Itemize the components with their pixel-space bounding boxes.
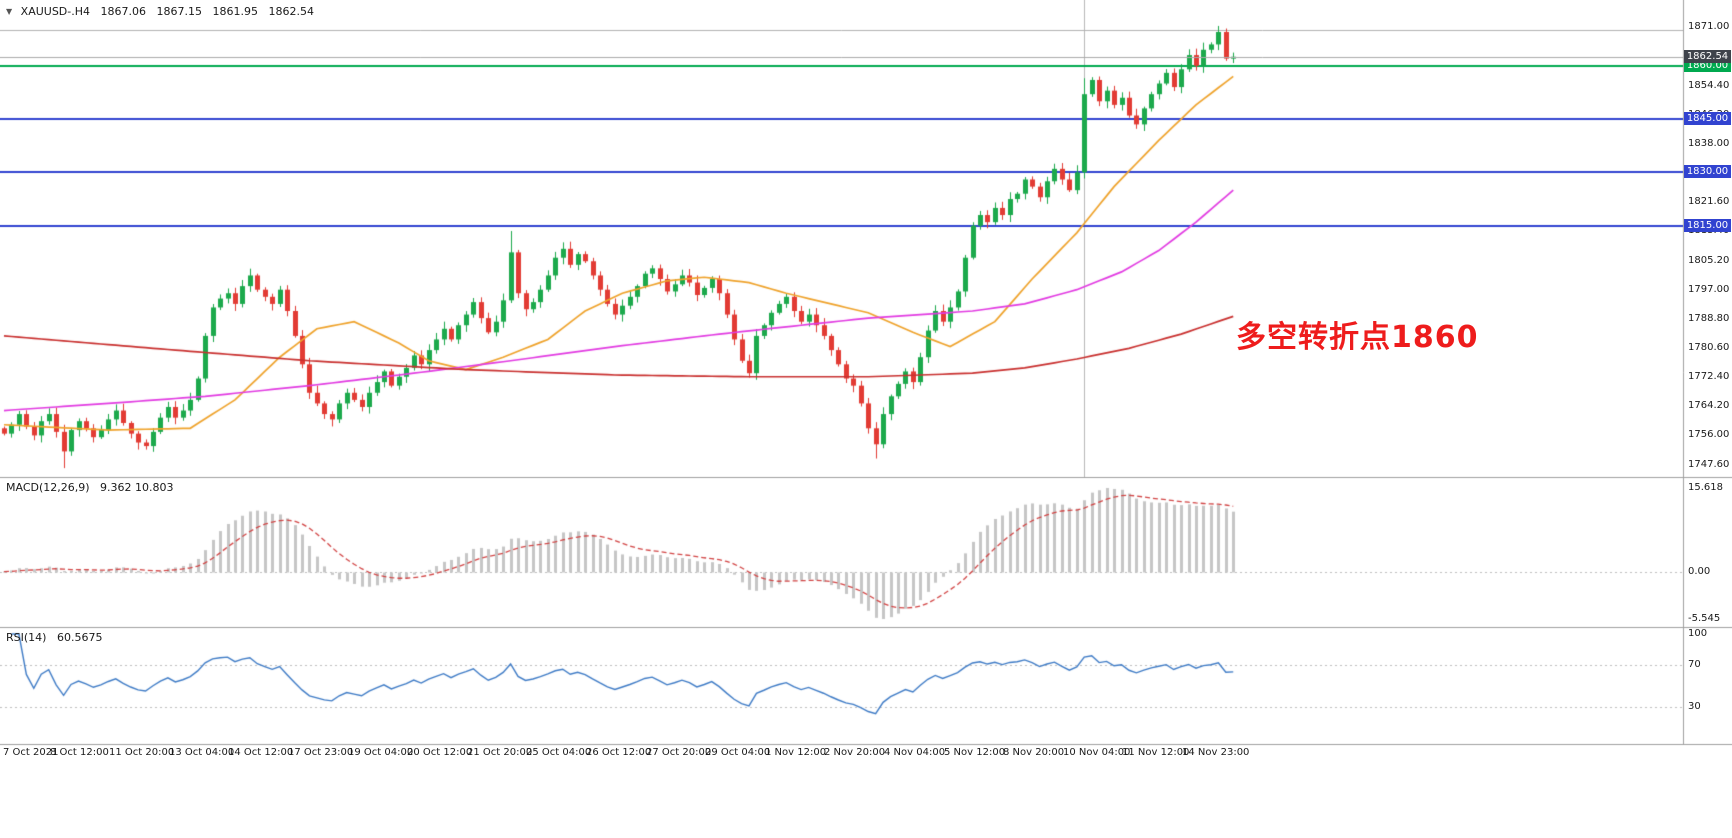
time-axis-label: 1 Nov 12:00 bbox=[765, 747, 827, 758]
rsi-axis-label: 30 bbox=[1688, 701, 1701, 712]
price-axis-label: 1854.40 bbox=[1688, 80, 1730, 91]
chart-header: ▼ XAUUSD-.H4 1867.06 1867.15 1861.95 186… bbox=[6, 5, 321, 18]
time-axis-label: 8 Oct 12:00 bbox=[50, 747, 109, 758]
macd-axis-label: 0.00 bbox=[1688, 566, 1711, 577]
macd-label: MACD(12,26,9) bbox=[6, 481, 90, 494]
rsi-label: RSI(14) bbox=[6, 631, 47, 644]
price-axis-label: 1805.20 bbox=[1688, 255, 1730, 266]
time-axis-label: 11 Nov 12:00 bbox=[1122, 747, 1190, 758]
price-level-tag: 1845.00 bbox=[1684, 112, 1731, 125]
time-axis-label: 25 Oct 04:00 bbox=[526, 747, 592, 758]
time-axis-label: 7 Oct 2021 bbox=[3, 747, 59, 758]
rsi-value: 60.5675 bbox=[56, 631, 103, 644]
price-axis-label: 1821.60 bbox=[1688, 196, 1730, 207]
price-axis-label: 1797.00 bbox=[1688, 284, 1730, 295]
current-price-tag: 1862.54 bbox=[1684, 50, 1731, 63]
time-axis-label: 17 Oct 23:00 bbox=[288, 747, 354, 758]
time-axis-label: 13 Oct 04:00 bbox=[169, 747, 235, 758]
time-axis-label: 2 Nov 20:00 bbox=[824, 747, 886, 758]
time-axis-label: 11 Oct 20:00 bbox=[109, 747, 175, 758]
price-axis-label: 1838.00 bbox=[1688, 138, 1730, 149]
price-level-tag: 1815.00 bbox=[1684, 219, 1731, 232]
price-axis-label: 1780.60 bbox=[1688, 342, 1730, 353]
price-axis-label: 1764.20 bbox=[1688, 400, 1730, 411]
ohlc-close: 1862.54 bbox=[268, 5, 315, 18]
time-axis-label: 5 Nov 12:00 bbox=[944, 747, 1006, 758]
time-axis-label: 10 Nov 04:00 bbox=[1063, 747, 1131, 758]
rsi-axis-label: 100 bbox=[1688, 628, 1708, 639]
time-axis-label: 14 Oct 12:00 bbox=[228, 747, 294, 758]
time-axis-label: 27 Oct 20:00 bbox=[646, 747, 712, 758]
time-axis-label: 26 Oct 12:00 bbox=[586, 747, 652, 758]
macd-axis-label: -5.545 bbox=[1688, 613, 1721, 624]
price-axis-label: 1756.00 bbox=[1688, 429, 1730, 440]
price-axis-label: 1788.80 bbox=[1688, 313, 1730, 324]
annotation-text: 多空转折点1860 bbox=[1236, 320, 1479, 355]
ohlc-low: 1861.95 bbox=[212, 5, 259, 18]
price-axis-label: 1871.00 bbox=[1688, 21, 1730, 32]
time-axis-label: 21 Oct 20:00 bbox=[467, 747, 533, 758]
price-level-tag: 1830.00 bbox=[1684, 165, 1731, 178]
price-axis-label: 1772.40 bbox=[1688, 371, 1730, 382]
time-axis-label: 19 Oct 04:00 bbox=[348, 747, 414, 758]
ohlc-open: 1867.06 bbox=[100, 5, 147, 18]
time-axis-label: 4 Nov 04:00 bbox=[884, 747, 946, 758]
rsi-axis-label: 70 bbox=[1688, 659, 1701, 670]
rsi-indicator-header: RSI(14) 60.5675 bbox=[6, 631, 102, 644]
time-axis-label: 20 Oct 12:00 bbox=[407, 747, 473, 758]
ohlc-high: 1867.15 bbox=[156, 5, 203, 18]
macd-axis-label: 15.618 bbox=[1688, 482, 1723, 493]
time-axis-label: 29 Oct 04:00 bbox=[705, 747, 771, 758]
price-axis-label: 1747.60 bbox=[1688, 459, 1730, 470]
macd-indicator-header: MACD(12,26,9) 9.362 10.803 bbox=[6, 481, 174, 494]
collapse-icon[interactable]: ▼ bbox=[6, 7, 13, 16]
symbol-timeframe-label: XAUUSD-.H4 bbox=[20, 5, 91, 18]
macd-values: 9.362 10.803 bbox=[100, 481, 174, 494]
time-axis-label: 8 Nov 20:00 bbox=[1003, 747, 1065, 758]
time-axis-label: 14 Nov 23:00 bbox=[1182, 747, 1250, 758]
